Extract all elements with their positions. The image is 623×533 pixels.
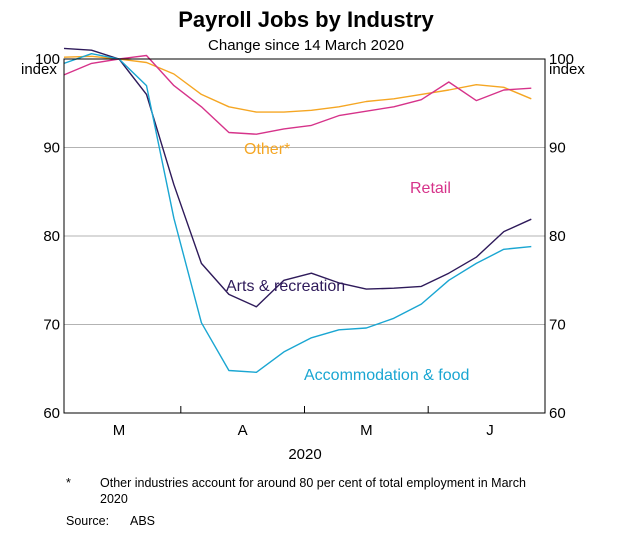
footnote-marker: * xyxy=(66,476,71,490)
x-axis-label: 2020 xyxy=(288,446,321,463)
x-tick-label: M xyxy=(360,422,373,439)
series-label-accommodation: Accommodation & food xyxy=(304,367,469,384)
source-label: Source: xyxy=(66,514,110,528)
y-tick-labels: 60 60 70 70 80 80 90 90 100 100 xyxy=(35,51,574,422)
source-value: ABS xyxy=(130,514,156,528)
y-tick-label-left: 70 xyxy=(43,317,60,334)
y-tick-label-right: 90 xyxy=(549,140,566,157)
y-tick-label-right: 70 xyxy=(549,317,566,334)
series-line-accommodation-food xyxy=(63,53,532,373)
y-tick-label-right: 60 xyxy=(549,405,566,422)
y-tick-label-left: 100 xyxy=(35,51,60,68)
chart-subtitle: Change since 14 March 2020 xyxy=(208,37,404,54)
y-tick-label-right: 80 xyxy=(549,228,566,245)
series-lines xyxy=(63,47,532,373)
series-label-arts: Arts & recreation xyxy=(226,278,345,295)
x-tick-label: A xyxy=(238,422,248,439)
x-tick-label: J xyxy=(486,422,494,439)
gridlines xyxy=(64,147,545,325)
footnote-text: Other industries account for around 80 p… xyxy=(100,476,526,506)
x-tick-label: M xyxy=(113,422,126,439)
plot-frame xyxy=(63,58,546,414)
series-line-retail xyxy=(63,54,532,135)
y-axis-label-right: index xyxy=(549,61,585,78)
series-line-other xyxy=(63,55,532,113)
y-tick-label-left: 80 xyxy=(43,228,60,245)
series-label-retail: Retail xyxy=(410,180,451,197)
y-tick-label-left: 60 xyxy=(43,405,60,422)
y-tick-label-left: 90 xyxy=(43,140,60,157)
series-line-arts-recreation xyxy=(63,47,532,308)
y-axis-label-left: index xyxy=(21,61,57,78)
chart-title: Payroll Jobs by Industry xyxy=(178,7,434,32)
series-label-other: Other* xyxy=(244,141,290,158)
y-tick-label-right: 100 xyxy=(549,51,574,68)
